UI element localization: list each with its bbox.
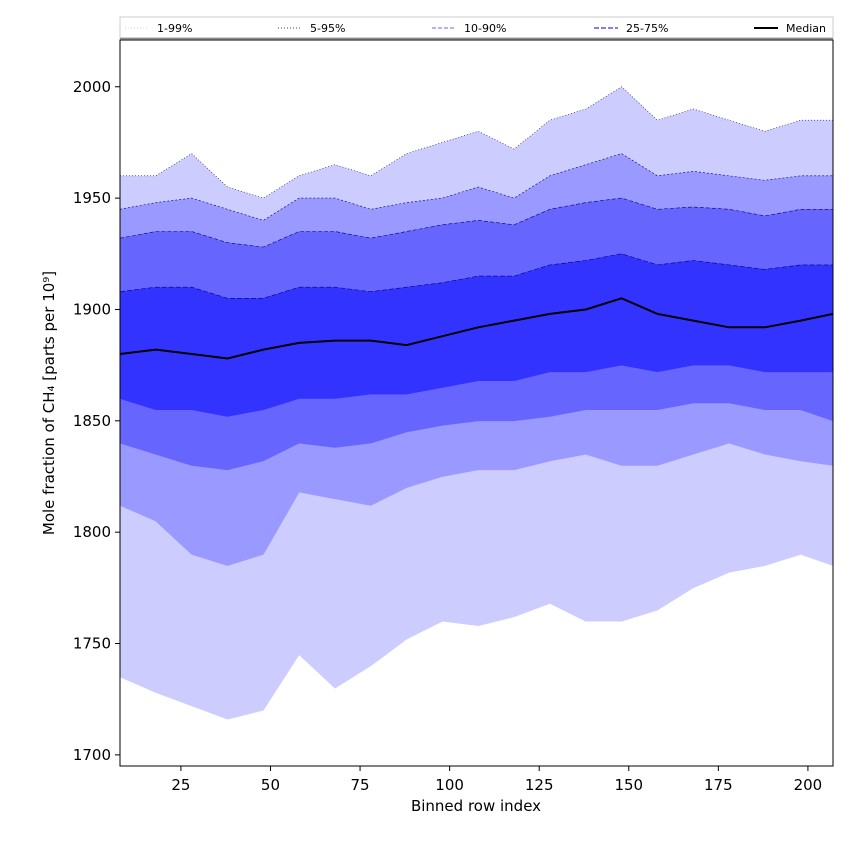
y-tick-label: 1850	[73, 412, 111, 430]
band-lower-edge	[119, 554, 834, 720]
percentile-bands	[119, 86, 834, 720]
band-upper-edge	[119, 153, 833, 221]
band-lower-edge	[119, 364, 833, 417]
band-lower-edge	[119, 442, 834, 566]
band-lower-edge	[119, 402, 834, 471]
x-tick-label: 200	[794, 776, 823, 794]
legend-label: 10-90%	[464, 22, 506, 35]
y-axis-ticks: 1700 1750 1800 1850 1900 1950 2000	[73, 78, 120, 764]
y-tick-label: 1700	[73, 746, 111, 764]
plot-frame	[119, 39, 834, 767]
y-axis-label: Mole fraction of CH₄ [parts per 10⁹]	[40, 271, 58, 535]
median-layer	[119, 297, 834, 360]
legend-label: Median	[786, 22, 826, 35]
x-tick-label: 75	[351, 776, 370, 794]
x-tick-label: 50	[261, 776, 280, 794]
x-axis-ticks: 25 50 75 100 125 150 175 200	[171, 766, 822, 794]
y-tick-label: 2000	[73, 78, 111, 96]
legend-label: 5-95%	[310, 22, 345, 35]
x-tick-label: 175	[704, 776, 733, 794]
x-tick-label: 100	[435, 776, 464, 794]
x-tick-label: 125	[525, 776, 554, 794]
legend-label: 25-75%	[626, 22, 668, 35]
band-upper-edge	[119, 253, 833, 299]
median-line	[119, 297, 834, 360]
y-tick-label: 1800	[73, 523, 111, 541]
x-axis-label: Binned row index	[411, 797, 541, 815]
band-25-75pct	[120, 253, 833, 417]
y-tick-label: 1950	[73, 189, 111, 207]
x-tick-label: 25	[171, 776, 190, 794]
band-upper-edge	[119, 197, 833, 248]
y-tick-label: 1900	[73, 300, 111, 318]
legend-label: 1-99%	[157, 22, 192, 35]
x-tick-label: 150	[614, 776, 643, 794]
legend: 1-99% 5-95% 10-90% 25-75% Median	[119, 16, 834, 40]
y-tick-label: 1750	[73, 635, 111, 653]
